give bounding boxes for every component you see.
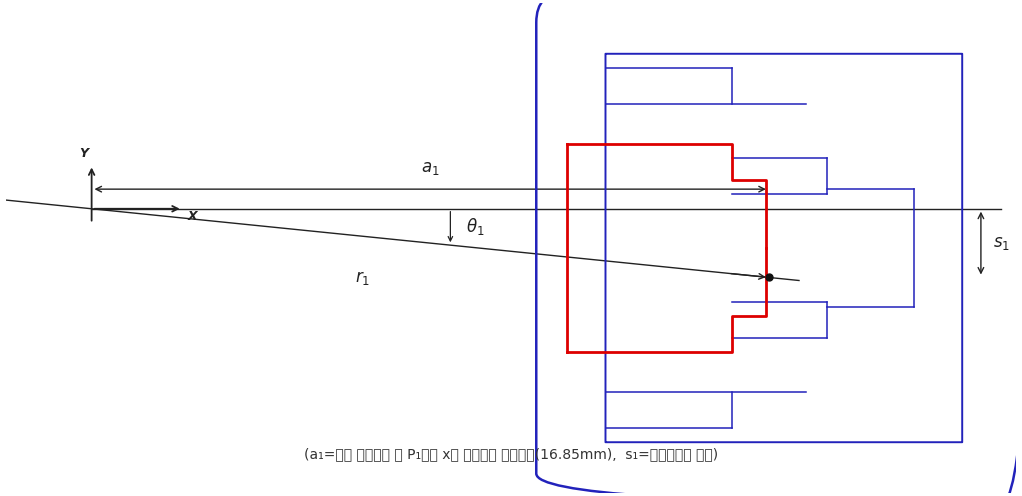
Text: $\theta_1$: $\theta_1$ bbox=[466, 216, 484, 238]
Text: $s_1$: $s_1$ bbox=[993, 234, 1010, 252]
Text: $r_1$: $r_1$ bbox=[355, 269, 370, 287]
Text: $a_1$: $a_1$ bbox=[421, 159, 439, 177]
Text: Y: Y bbox=[79, 147, 88, 160]
Text: X: X bbox=[188, 210, 197, 223]
Text: (a₁=회전 중심부터 점 P₁까지 x축 방향으로 직선거리(16.85mm),  s₁=스파이더의 반경): (a₁=회전 중심부터 점 P₁까지 x축 방향으로 직선거리(16.85mm)… bbox=[304, 447, 718, 461]
